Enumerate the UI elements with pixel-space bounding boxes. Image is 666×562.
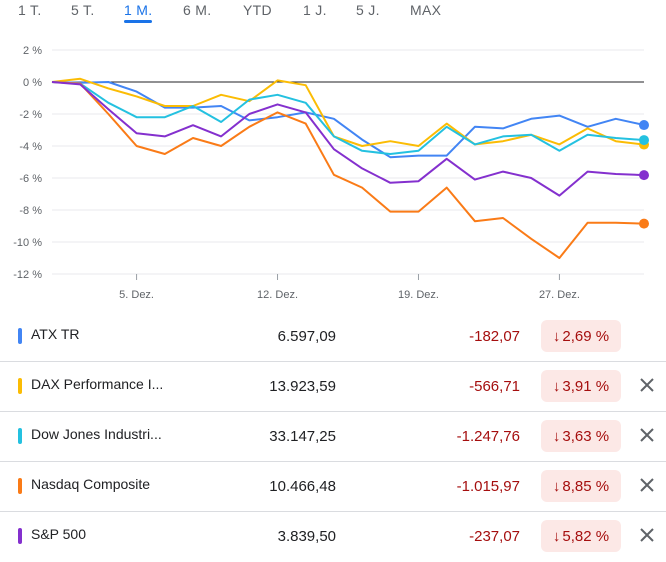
- remove-button[interactable]: [636, 474, 658, 496]
- instrument-price: 6.597,09: [277, 328, 336, 345]
- series-line-4: [51, 81, 645, 197]
- series-line-3: [51, 81, 645, 259]
- series-color-swatch: [18, 528, 22, 544]
- tab-5-years[interactable]: 5 J.: [356, 2, 380, 18]
- percent-change-badge: ↓ 3,91 %: [541, 370, 621, 402]
- list-item-dow-jones[interactable]: Dow Jones Industri... 33.147,25 -1.247,7…: [0, 412, 666, 462]
- percent-change-value: 3,63 %: [562, 427, 610, 445]
- instrument-change: -1.015,97: [456, 478, 520, 495]
- tab-6-months[interactable]: 6 M.: [183, 2, 212, 18]
- percent-change-badge: ↓ 5,82 %: [541, 520, 621, 552]
- percent-change-badge: ↓ 8,85 %: [541, 470, 621, 502]
- comparison-chart[interactable]: 2 % 0 % -2 % -4 % -6 % -8 % -10 % -12 % 5. Dez.…: [0, 40, 666, 302]
- x-tick-label: 12. Dez.: [257, 289, 298, 301]
- instrument-price: 10.466,48: [269, 478, 336, 495]
- series-end-marker-3: [639, 218, 649, 229]
- tab-max[interactable]: MAX: [410, 2, 442, 18]
- series-line-1: [51, 77, 645, 147]
- chart-grid: [52, 49, 644, 275]
- percent-change-value: 2,69 %: [562, 327, 610, 345]
- tab-1-day[interactable]: 1 T.: [18, 2, 42, 18]
- instrument-price: 33.147,25: [269, 428, 336, 445]
- close-icon: [640, 428, 654, 442]
- instrument-change: -182,07: [469, 328, 520, 345]
- series-end-marker-0: [639, 120, 649, 131]
- tab-5-days[interactable]: 5 T.: [71, 2, 95, 18]
- series-color-swatch: [18, 378, 22, 394]
- comparison-list: ATX TR 6.597,09 -182,07 ↓ 2,69 % DAX Per…: [0, 312, 666, 561]
- instrument-name: Nasdaq Composite: [31, 476, 151, 492]
- list-item-sp500[interactable]: S&P 500 3.839,50 -237,07 ↓ 5,82 %: [0, 512, 666, 561]
- y-tick-label: -6 %: [19, 173, 42, 185]
- x-tick-label: 5. Dez.: [119, 289, 154, 301]
- series-end-marker-2: [639, 135, 649, 146]
- list-item-dax[interactable]: DAX Performance I... 13.923,59 -566,71 ↓…: [0, 362, 666, 412]
- y-tick-label: -2 %: [19, 109, 42, 121]
- x-tick-label: 19. Dez.: [398, 289, 439, 301]
- instrument-name: ATX TR: [31, 326, 80, 342]
- close-icon: [640, 378, 654, 392]
- remove-button[interactable]: [636, 374, 658, 396]
- close-icon: [640, 528, 654, 542]
- remove-button[interactable]: [636, 524, 658, 546]
- tab-1-year[interactable]: 1 J.: [303, 2, 327, 18]
- close-icon: [640, 478, 654, 492]
- x-axis-labels: 5. Dez. 12. Dez. 19. Dez. 27. Dez.: [119, 274, 580, 301]
- instrument-name: Dow Jones Industri...: [31, 426, 162, 442]
- instrument-change: -1.247,76: [456, 428, 520, 445]
- x-tick-label: 27. Dez.: [539, 289, 580, 301]
- instrument-name: DAX Performance I...: [31, 376, 164, 392]
- arrow-down-icon: ↓: [552, 327, 561, 345]
- arrow-down-icon: ↓: [552, 477, 561, 495]
- y-tick-label: -10 %: [13, 237, 42, 249]
- y-axis-labels: 2 % 0 % -2 % -4 % -6 % -8 % -10 % -12 %: [13, 45, 42, 281]
- series-color-swatch: [18, 478, 22, 494]
- time-range-tabs: 1 T. 5 T. 1 M. 6 M. YTD 1 J. 5 J. MAX: [0, 0, 666, 30]
- list-item-nasdaq[interactable]: Nasdaq Composite 10.466,48 -1.015,97 ↓ 8…: [0, 462, 666, 512]
- instrument-change: -237,07: [469, 528, 520, 545]
- arrow-down-icon: ↓: [552, 427, 561, 445]
- percent-change-value: 3,91 %: [562, 377, 610, 395]
- series-line-0: [51, 81, 645, 159]
- chart-series: [51, 77, 649, 259]
- percent-change-value: 5,82 %: [562, 527, 610, 545]
- y-tick-label: -4 %: [19, 141, 42, 153]
- tab-1-month[interactable]: 1 M.: [124, 2, 153, 18]
- series-end-marker-4: [639, 170, 649, 181]
- percent-change-badge: ↓ 2,69 %: [541, 320, 621, 352]
- y-tick-label: 2 %: [23, 45, 42, 57]
- tab-ytd[interactable]: YTD: [243, 2, 272, 18]
- series-color-swatch: [18, 428, 22, 444]
- remove-button[interactable]: [636, 424, 658, 446]
- list-item-atx-tr[interactable]: ATX TR 6.597,09 -182,07 ↓ 2,69 %: [0, 312, 666, 362]
- y-tick-label: -12 %: [13, 269, 42, 281]
- percent-change-badge: ↓ 3,63 %: [541, 420, 621, 452]
- arrow-down-icon: ↓: [552, 377, 561, 395]
- instrument-price: 13.923,59: [269, 378, 336, 395]
- y-tick-label: 0 %: [23, 77, 42, 89]
- series-color-swatch: [18, 328, 22, 344]
- arrow-down-icon: ↓: [552, 527, 561, 545]
- instrument-name: S&P 500: [31, 526, 87, 542]
- percent-change-value: 8,85 %: [562, 477, 610, 495]
- y-tick-label: -8 %: [19, 205, 42, 217]
- active-tab-indicator: [124, 20, 152, 23]
- instrument-price: 3.839,50: [277, 528, 336, 545]
- instrument-change: -566,71: [469, 378, 520, 395]
- series-line-2: [51, 81, 645, 155]
